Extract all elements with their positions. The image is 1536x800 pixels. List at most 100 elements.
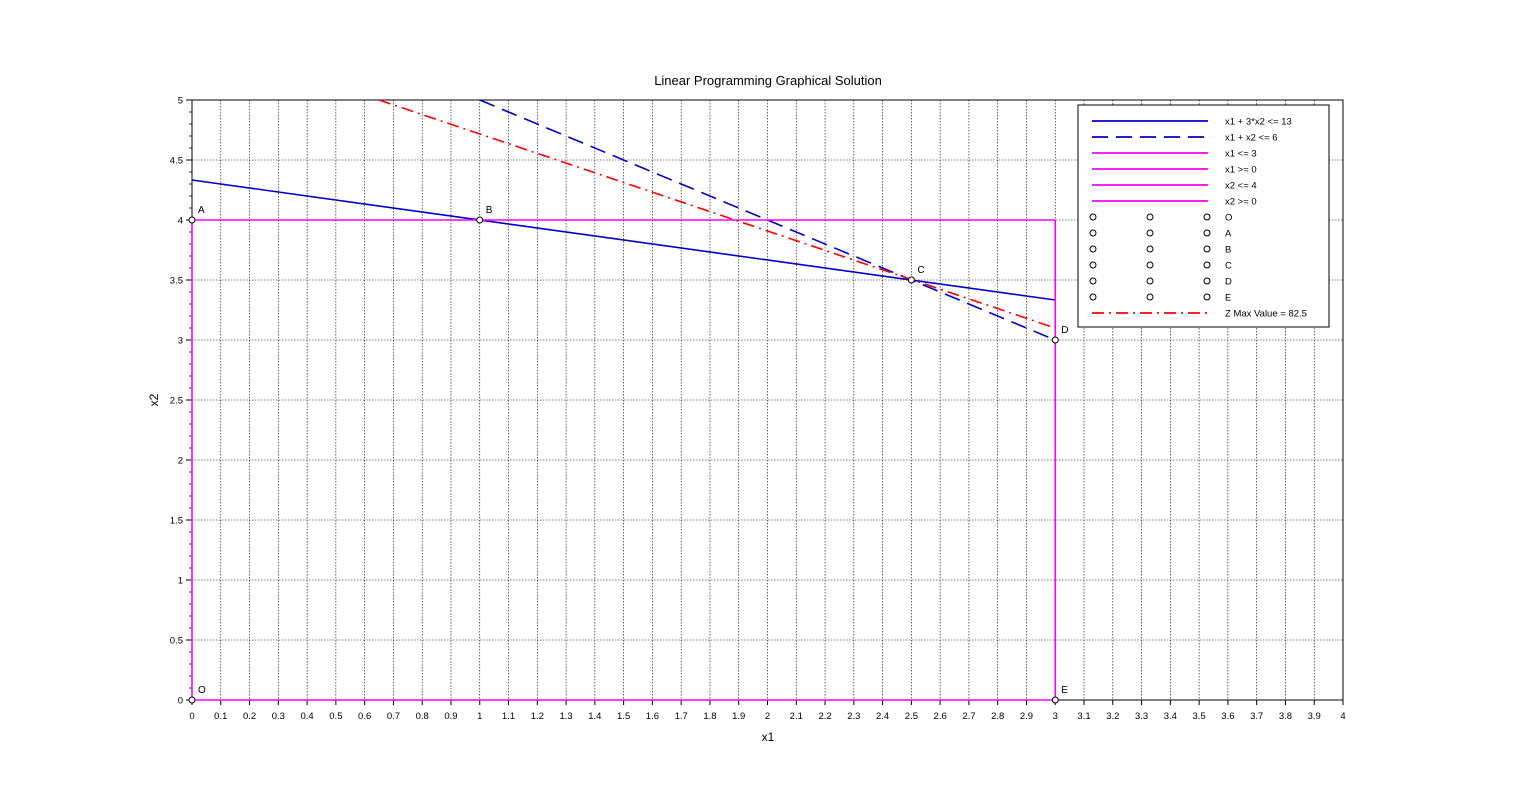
legend-marker [1146,277,1154,285]
y-tick-label: 1.5 [170,516,183,527]
x-tick-label: 0 [189,711,194,722]
y-tick-label: 0.5 [170,636,183,647]
plot-points: O A B C D E [188,205,1068,704]
x-tick-label: 1.4 [588,711,601,722]
y-tick-label: 5 [178,96,183,107]
x-tick-label: 3.2 [1106,711,1119,722]
legend-marker [1089,277,1097,285]
x-tick-label: 2.1 [790,711,803,722]
x-tick-label: 2.6 [934,711,947,722]
x-tick-label: 0.5 [329,711,342,722]
legend-marker [1203,213,1211,221]
x-tick-label: 2.2 [818,711,831,722]
legend-marker [1089,293,1097,301]
point-marker [1051,696,1059,704]
point-marker [188,216,196,224]
x-tick-label: 1.8 [703,711,716,722]
y-tick-label: 4 [178,216,183,227]
x-tick-label: 0.7 [387,711,400,722]
legend-marker [1203,261,1211,269]
x-tick-label: 3 [1053,711,1058,722]
legend-label: x2 >= 0 [1225,197,1257,208]
legend-label: x2 <= 4 [1225,181,1257,192]
y-tick-label: 3 [178,336,183,347]
x-tick-label: 2.8 [991,711,1004,722]
legend-marker [1146,261,1154,269]
x-tick-label: 4 [1340,711,1345,722]
x-tick-label: 3.7 [1250,711,1263,722]
legend-marker [1203,293,1211,301]
y-axis-label: x2 [147,393,161,406]
legend-box [1077,104,1330,328]
legend-label: x1 >= 0 [1225,165,1257,176]
point-label: B [486,205,493,216]
x-tick-label: 2 [765,711,770,722]
legend-marker [1089,245,1097,253]
legend-label: E [1225,293,1231,304]
x-tick-label: 0.2 [243,711,256,722]
x-tick-label: 1.7 [675,711,688,722]
legend-marker [1146,229,1154,237]
y-tick-label: 1 [178,576,183,587]
legend-label: C [1225,261,1232,272]
y-tick-label: 4.5 [170,156,183,167]
series-line [378,99,1056,329]
plot-series [191,99,1057,701]
x-tick-label: 3.3 [1135,711,1148,722]
x-tick-label: 2.9 [1020,711,1033,722]
point-marker [907,276,915,284]
x-tick-label: 0.9 [444,711,457,722]
legend-label: x1 + x2 <= 6 [1225,133,1278,144]
x-tick-label: 1.1 [502,711,515,722]
legend-marker [1203,277,1211,285]
point-marker [476,216,484,224]
point-label: O [198,685,206,696]
y-tick-label: 3.5 [170,276,183,287]
x-tick-label: 3.5 [1193,711,1206,722]
x-tick-label: 1.6 [646,711,659,722]
x-tick-label: 1.5 [617,711,630,722]
legend-marker [1203,229,1211,237]
legend-label: D [1225,277,1232,288]
chart-title: Linear Programming Graphical Solution [654,73,882,88]
legend-marker [1089,213,1097,221]
x-tick-label: 0.1 [214,711,227,722]
legend-marker [1089,261,1097,269]
legend-marker [1146,213,1154,221]
point-label: E [1061,685,1068,696]
point-label: A [198,205,205,216]
x-tick-label: 3.1 [1077,711,1090,722]
x-tick-label: 2.4 [876,711,889,722]
x-tick-label: 1.3 [559,711,572,722]
x-tick-label: 3.6 [1221,711,1234,722]
x-tick-label: 0.3 [272,711,285,722]
legend: x1 + 3*x2 <= 13 x1 + x2 <= 6 x1 <= 3 x1 >= … [1077,104,1330,328]
x-tick-label: 3.8 [1279,711,1292,722]
x-tick-label: 2.3 [847,711,860,722]
x-tick-label: 3.9 [1308,711,1321,722]
y-tick-label: 2 [178,456,183,467]
legend-label: x1 + 3*x2 <= 13 [1225,117,1292,128]
x-tick-label: 1.9 [732,711,745,722]
x-axis-label: x1 [762,730,775,744]
legend-label: Z Max Value = 82.5 [1225,309,1307,320]
x-tick-label: 2.5 [905,711,918,722]
x-tick-label: 1.2 [531,711,544,722]
series-line [191,179,1056,301]
point-label: C [917,265,924,276]
legend-marker [1146,245,1154,253]
x-tick-label: 3.4 [1164,711,1177,722]
x-tick-label: 0.8 [416,711,429,722]
x-tick-label: 0.6 [358,711,371,722]
legend-label: B [1225,245,1231,256]
y-tick-label: 0 [178,696,183,707]
y-tick-label: 2.5 [170,396,183,407]
legend-marker [1203,245,1211,253]
x-tick-label: 2.7 [962,711,975,722]
point-marker [1051,336,1059,344]
x-tick-label: 0.4 [300,711,313,722]
legend-marker [1089,229,1097,237]
series-line [479,99,1056,341]
legend-marker [1146,293,1154,301]
